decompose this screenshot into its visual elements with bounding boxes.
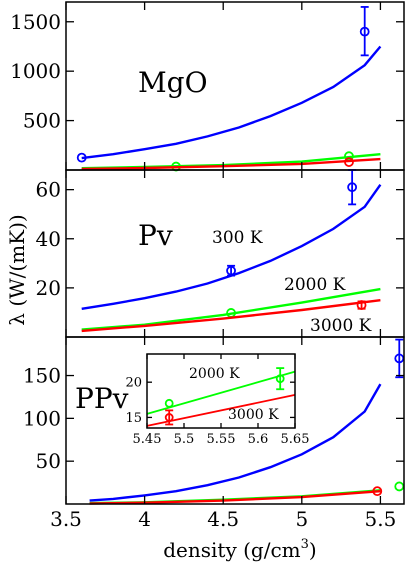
series-300k-curve <box>89 383 382 502</box>
series-300k-data-point <box>347 182 358 193</box>
series-300k-data-point <box>76 152 87 163</box>
x-axis-label-text: density (g/cm <box>163 538 300 562</box>
x-axis-label-sup: 3 <box>301 537 309 552</box>
panel-0-y-tick-label: 500 <box>23 109 61 133</box>
annotation-300k: 300 K <box>212 228 263 248</box>
inset: 5.45 5.5 5.55 5.6 5.65 15 20 2000 K 3000 K <box>125 353 310 447</box>
annotation-3000k: 3000 K <box>310 316 372 336</box>
panel-2-x-tick-label: 4.5 <box>207 507 239 531</box>
inset-series-2000k-data-point <box>164 398 174 408</box>
series-3000k-data-point <box>344 157 354 167</box>
panel-mgo: 500 1000 1500 MgO <box>10 1 405 172</box>
panel-pv: 20 40 60 Pv 300 K 2000 K 3000 K <box>36 169 405 338</box>
panel-2-y-tick-label: 150 <box>23 364 61 388</box>
x-axis-label-close: ) <box>309 538 317 562</box>
inset-series-3000k-data-point <box>164 413 174 422</box>
inset-series-2000k-data-point <box>275 374 285 384</box>
inset-x-tick-label: 5.65 <box>281 432 310 447</box>
series-3000k-curve <box>81 299 381 333</box>
inset-annotation-2000k: 2000 K <box>189 366 240 382</box>
inset-y-tick-label: 15 <box>125 411 142 426</box>
series-3000k-data-point <box>372 486 383 497</box>
panel-1-y-tick-label: 40 <box>36 227 61 251</box>
series-300k-data-point <box>359 26 370 37</box>
panel-2-y-tick-label: 50 <box>36 449 61 473</box>
panel-1-y-tick-label: 60 <box>36 178 61 202</box>
panel-0-y-tick-label: 1500 <box>10 10 61 34</box>
inset-x-tick-label: 5.5 <box>174 432 195 447</box>
inset-y-tick-label: 20 <box>125 376 142 391</box>
annotation-2000k: 2000 K <box>284 275 346 295</box>
y-axis-label: λ (W/(mK)) <box>5 214 29 325</box>
series-2000k-curve <box>81 287 381 331</box>
inset-x-tick-label: 5.6 <box>248 432 269 447</box>
panel-2-x-tick-label: 5 <box>295 507 308 531</box>
series-300k-data-point <box>226 265 236 276</box>
panel-2-y-tick-label: 100 <box>23 406 61 430</box>
series-3000k-data-point <box>356 300 367 310</box>
series-300k-curve <box>81 45 382 160</box>
panel-0-frame <box>65 1 405 171</box>
panel-2-x-tick-label: 3.5 <box>50 507 82 531</box>
panel-ppv: 3.5 4 4.5 5 5.5 50 100 150 PPv 5.45 5.5 5.55 5.6 5.65… <box>23 336 405 531</box>
x-axis-label: density (g/cm3) <box>163 537 316 562</box>
panel-0-y-tick-label: 1000 <box>10 59 61 83</box>
panel-label: MgO <box>138 66 208 99</box>
inset-x-tick-label: 5.45 <box>133 432 162 447</box>
panel-2-frame <box>65 336 405 505</box>
series-300k-curve <box>81 184 382 310</box>
inset-annotation-3000k: 3000 K <box>228 407 279 423</box>
inset-x-tick-label: 5.55 <box>207 432 236 447</box>
series-2000k-data-point <box>394 481 405 492</box>
panel-1-y-tick-label: 20 <box>36 276 61 300</box>
panel-label: Pv <box>138 219 173 252</box>
panel-2-x-tick-label: 5.5 <box>365 507 397 531</box>
panel-2-x-tick-label: 4 <box>138 507 151 531</box>
panel-label: PPv <box>75 382 129 415</box>
